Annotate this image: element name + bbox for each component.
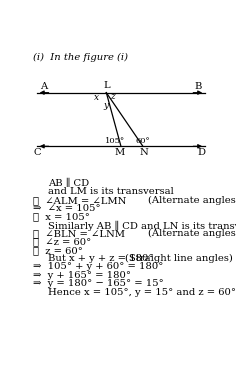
- Text: B: B: [194, 82, 202, 91]
- Text: ∴  ∠BLN = ∠LNM: ∴ ∠BLN = ∠LNM: [33, 229, 125, 238]
- Text: D: D: [198, 148, 205, 157]
- Text: L: L: [103, 81, 110, 90]
- Text: y: y: [103, 101, 108, 110]
- Text: AB ∥ CD: AB ∥ CD: [48, 179, 89, 188]
- Text: x: x: [94, 93, 100, 102]
- Text: C: C: [33, 148, 41, 157]
- Text: ⇒  ∠x = 105°: ⇒ ∠x = 105°: [33, 204, 101, 213]
- Text: 60°: 60°: [135, 137, 150, 145]
- Text: Similarly AB ∥ CD and LN is its transversal: Similarly AB ∥ CD and LN is its transver…: [48, 221, 236, 231]
- Text: and LM is its transversal: and LM is its transversal: [48, 187, 173, 196]
- Text: M: M: [115, 148, 125, 157]
- Text: ∴  ∠z = 60°: ∴ ∠z = 60°: [33, 238, 91, 247]
- Text: (i)  In the figure (i): (i) In the figure (i): [33, 52, 128, 62]
- Text: Hence x = 105°, y = 15° and z = 60°: Hence x = 105°, y = 15° and z = 60°: [48, 288, 236, 296]
- Text: (Straight line angles): (Straight line angles): [125, 254, 232, 263]
- Text: ⇒  y = 180° − 165° = 15°: ⇒ y = 180° − 165° = 15°: [33, 279, 164, 288]
- Text: But x + y + z = 180°: But x + y + z = 180°: [48, 254, 153, 263]
- Text: (Alternate angles): (Alternate angles): [148, 196, 236, 205]
- Text: ⇒  105° + y + 60° = 180°: ⇒ 105° + y + 60° = 180°: [33, 262, 164, 272]
- Text: ∴  ∠ALM = ∠LMN: ∴ ∠ALM = ∠LMN: [33, 196, 126, 205]
- Text: 105°: 105°: [105, 137, 125, 145]
- Text: ∴  x = 105°: ∴ x = 105°: [33, 212, 90, 221]
- Text: N: N: [139, 148, 148, 157]
- Text: ⇒  y + 165° = 180°: ⇒ y + 165° = 180°: [33, 271, 131, 280]
- Text: (Alternate angles): (Alternate angles): [148, 229, 236, 238]
- Text: A: A: [41, 82, 48, 91]
- Text: z: z: [110, 92, 115, 101]
- Text: ∴  z = 60°: ∴ z = 60°: [33, 246, 83, 255]
